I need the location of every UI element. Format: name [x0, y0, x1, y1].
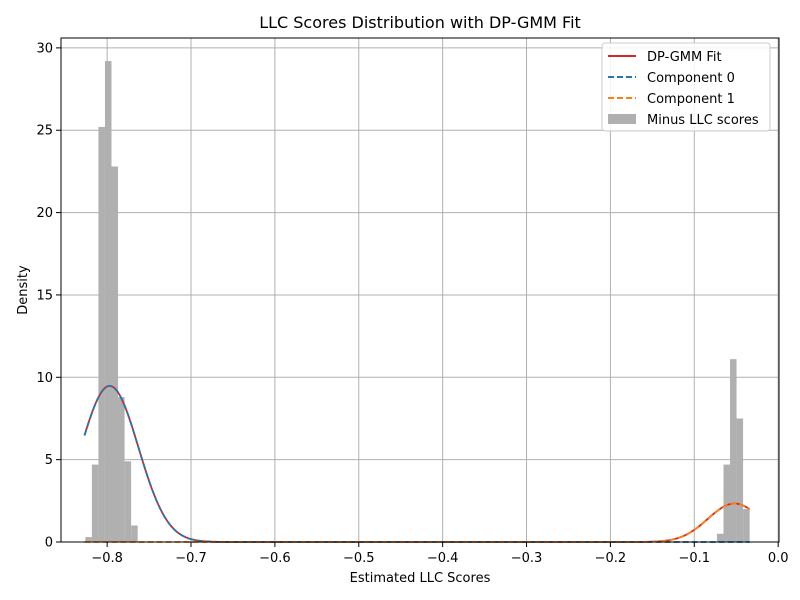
histogram-bar	[104, 61, 112, 542]
chart-title: LLC Scores Distribution with DP-GMM Fit	[259, 13, 581, 32]
y-tick-label: 10	[36, 371, 53, 386]
x-tick-label: 0.0	[768, 551, 789, 566]
y-tick-label: 0	[45, 536, 53, 551]
histogram-bar	[716, 533, 724, 542]
legend-box	[601, 42, 771, 132]
x-tick-label: −0.8	[91, 551, 123, 566]
y-axis-title: Density	[16, 265, 31, 315]
histogram-bar	[124, 461, 132, 542]
histogram-bar	[743, 509, 750, 542]
legend-label-component-1: Component 1	[647, 92, 735, 107]
histogram-bar	[91, 464, 99, 542]
y-tick-label: 5	[45, 453, 53, 468]
histogram-bar	[730, 359, 737, 542]
x-tick-label: −0.1	[678, 551, 710, 566]
axes-frame	[60, 37, 780, 543]
x-tick-label: −0.5	[343, 551, 375, 566]
legend-swatch-histogram	[608, 114, 636, 124]
histogram-bar	[131, 525, 138, 542]
histogram-bars	[85, 61, 750, 543]
histogram-bar	[111, 166, 119, 542]
x-tick-label: −0.3	[511, 551, 543, 566]
y-tick-label: 20	[36, 206, 53, 221]
y-tick-label: 15	[36, 288, 53, 303]
histogram-bar	[118, 397, 125, 542]
histogram-bar	[98, 126, 105, 543]
legend-label-component-0: Component 0	[647, 71, 735, 86]
y-axis-ticks: 0 5 10 15 20 25 30	[36, 41, 61, 551]
histogram-bar	[736, 418, 744, 542]
histogram-bar	[723, 464, 731, 542]
x-axis-ticks: −0.8 −0.7 −0.6 −0.5 −0.4 −0.3 −0.2 −0.1 0.0	[91, 542, 789, 566]
x-tick-label: −0.2	[595, 551, 627, 566]
legend: DP-GMM Fit Component 0 Component 1 Minus…	[601, 42, 771, 132]
x-tick-label: −0.7	[175, 551, 207, 566]
histogram-bar	[85, 537, 92, 542]
legend-label-histogram: Minus LLC scores	[647, 113, 759, 128]
plot-area: −0.8 −0.7 −0.6 −0.5 −0.4 −0.3 −0.2 −0.1 0.0 0 5 10…	[36, 37, 789, 566]
x-tick-label: −0.6	[259, 551, 291, 566]
y-tick-label: 25	[36, 124, 53, 139]
x-tick-label: −0.4	[427, 551, 459, 566]
y-tick-label: 30	[36, 41, 53, 56]
legend-label-fit: DP-GMM Fit	[647, 50, 722, 65]
x-axis-title: Estimated LLC Scores	[350, 571, 491, 586]
